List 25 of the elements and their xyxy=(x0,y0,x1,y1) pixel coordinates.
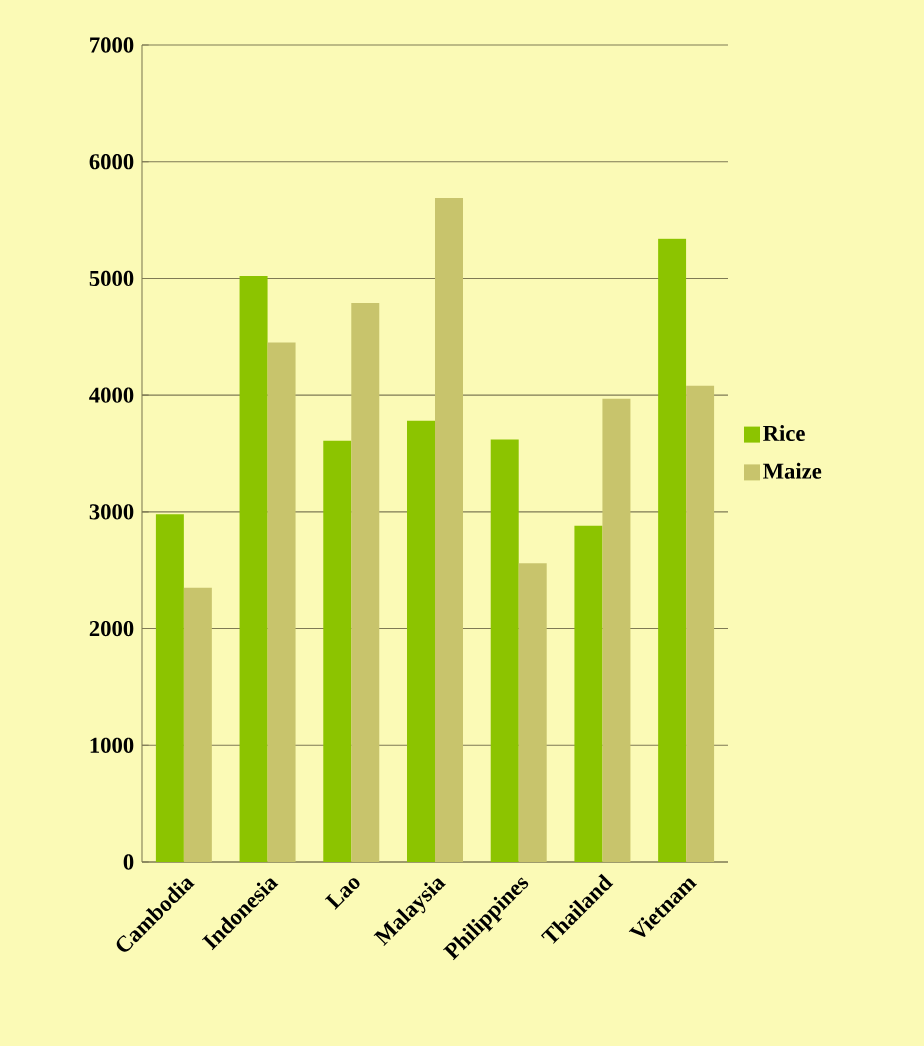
legend-label: Maize xyxy=(763,462,822,479)
bar xyxy=(351,302,380,862)
legend-label: Rice xyxy=(763,425,805,441)
bar xyxy=(686,385,715,862)
bar xyxy=(267,342,296,862)
bar xyxy=(155,514,184,862)
bar xyxy=(518,563,547,862)
y-tick-label: 4000 xyxy=(89,387,134,403)
y-tick-label: 0 xyxy=(123,854,134,870)
bar xyxy=(183,587,212,862)
bar xyxy=(658,238,687,862)
bar xyxy=(323,440,352,862)
y-tick-label: 3000 xyxy=(89,504,134,520)
y-tick-label: 5000 xyxy=(89,270,134,287)
bar xyxy=(490,439,519,862)
y-tick-label: 2000 xyxy=(89,620,134,637)
bar xyxy=(574,525,603,862)
bar xyxy=(239,276,268,862)
y-tick-label: 7000 xyxy=(90,37,134,53)
y-tick-label: 1000 xyxy=(90,737,134,753)
x-tick-label: Lao xyxy=(324,878,360,910)
y-tick-label: 6000 xyxy=(89,154,134,170)
bar xyxy=(435,197,463,862)
bar xyxy=(407,420,435,862)
bar xyxy=(602,398,631,862)
